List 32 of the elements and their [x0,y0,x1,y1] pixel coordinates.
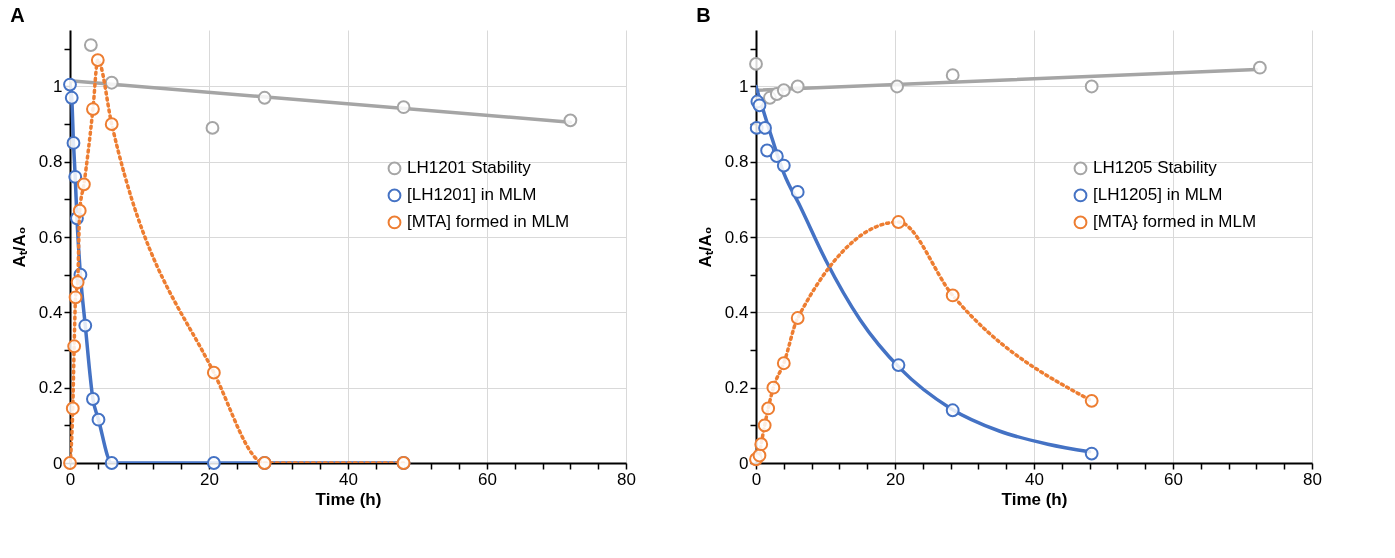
legend-label: [MTA} formed in MLM [1093,212,1257,232]
x-tick-label: 60 [478,469,497,489]
y-axis-title: Aₜ/A₀ [9,226,29,268]
chart-title: B [696,4,711,26]
x-tick-label: 20 [200,469,219,489]
legend-label: [LH1201] in MLM [407,185,537,205]
y-tick-label: 0 [53,453,63,473]
y-tick-label: 1 [53,76,63,96]
y-tick-label: 0.4 [724,302,749,322]
x-axis-title: Time (h) [1001,489,1068,509]
y-tick-label: 0.8 [38,152,63,172]
y-tick-label: 0.6 [38,227,63,247]
legend-label: LH1205 Stability [1093,158,1218,178]
chart-title: A [10,4,25,26]
x-tick-label: 60 [1164,469,1183,489]
y-tick-label: 0.4 [38,302,63,322]
legend-label: [LH1205] in MLM [1093,185,1223,205]
y-tick-label: 1 [739,76,749,96]
y-tick-label: 0.2 [724,378,749,398]
x-tick-label: 40 [1025,469,1044,489]
y-tick-label: 0.6 [724,227,749,247]
x-tick-label: 80 [1303,469,1322,489]
y-tick-label: 0.8 [724,152,749,172]
x-tick-label: 80 [617,469,636,489]
y-tick-label: 0.2 [38,378,63,398]
y-axis-title: Aₜ/A₀ [695,226,715,268]
y-tick-label: 0 [739,453,749,473]
x-tick-label: 20 [886,469,905,489]
legend-label: LH1201 Stability [407,158,532,178]
x-tick-label: 40 [339,469,358,489]
x-axis-title: Time (h) [315,489,382,509]
legend-label: [MTA] formed in MLM [407,212,570,232]
